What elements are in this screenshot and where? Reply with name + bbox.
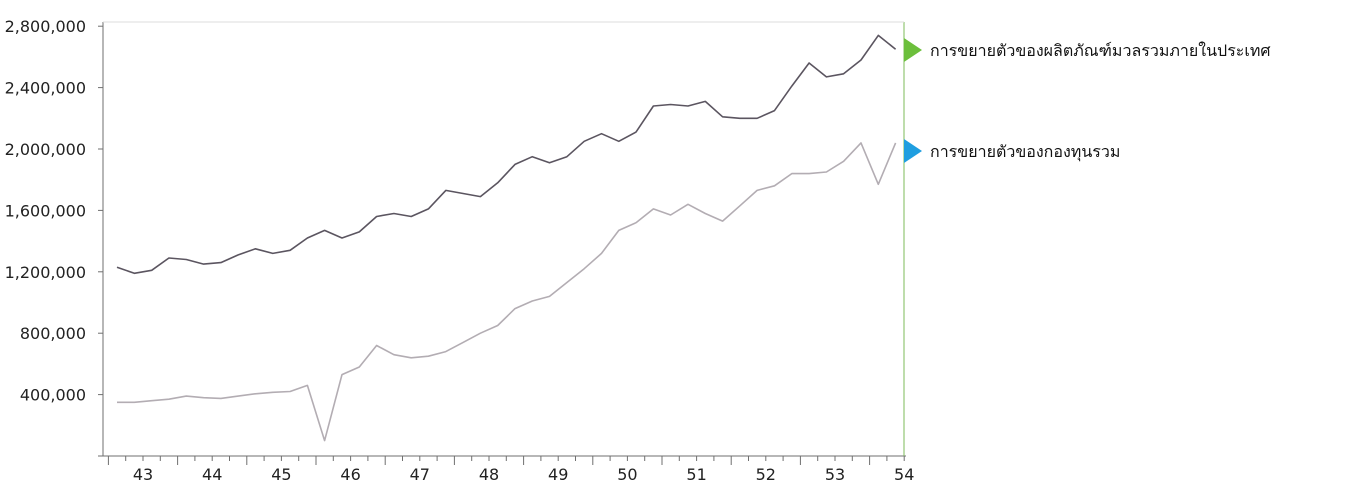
series-layer (116, 34, 897, 442)
legend-label: การขยายตัวของผลิตภัณฑ์มวลรวมภายในประเทศ (930, 41, 1271, 60)
y-tick-label: 1,600,000 (5, 201, 86, 220)
plot-frame (102, 21, 906, 457)
x-tick-label: 51 (686, 465, 706, 484)
x-tick-label: 43 (133, 465, 153, 484)
legend-item-1: การขยายตัวของผลิตภัณฑ์มวลรวมภายในประเทศ (904, 38, 1271, 62)
y-tick-label: 800,000 (20, 324, 86, 343)
legend-item-2: การขยายตัวของกองทุนรวม (904, 139, 1120, 163)
y-axis: 400,000 800,000 1,200,000 1,600,000 2,000,00… (5, 17, 103, 457)
x-tick-label: 45 (271, 465, 291, 484)
x-tick-label: 49 (548, 465, 568, 484)
x-tick-label: 52 (756, 465, 776, 484)
x-tick-label: 53 (825, 465, 845, 484)
x-axis: 43 44 45 46 47 48 49 50 51 52 53 54 (107, 456, 914, 484)
y-tick-label: 1,200,000 (5, 263, 86, 282)
x-tick-label: 46 (340, 465, 360, 484)
x-tick-label: 54 (894, 465, 914, 484)
x-tick-label: 48 (479, 465, 499, 484)
x-tick-label: 44 (202, 465, 222, 484)
legend-marker-triangle (904, 38, 922, 62)
legend: การขยายตัวของผลิตภัณฑ์มวลรวมภายในประเทศก… (904, 38, 1271, 163)
series-line-1 (116, 34, 897, 275)
y-tick-label: 2,000,000 (5, 140, 86, 159)
series-line-2 (117, 142, 897, 442)
y-tick-label: 2,800,000 (5, 17, 86, 36)
x-tick-label: 47 (410, 465, 430, 484)
x-tick-label: 50 (617, 465, 637, 484)
legend-label: การขยายตัวของกองทุนรวม (930, 142, 1120, 162)
y-tick-label: 400,000 (20, 386, 86, 405)
y-tick-label: 2,400,000 (5, 79, 86, 98)
legend-marker-triangle (904, 139, 922, 163)
